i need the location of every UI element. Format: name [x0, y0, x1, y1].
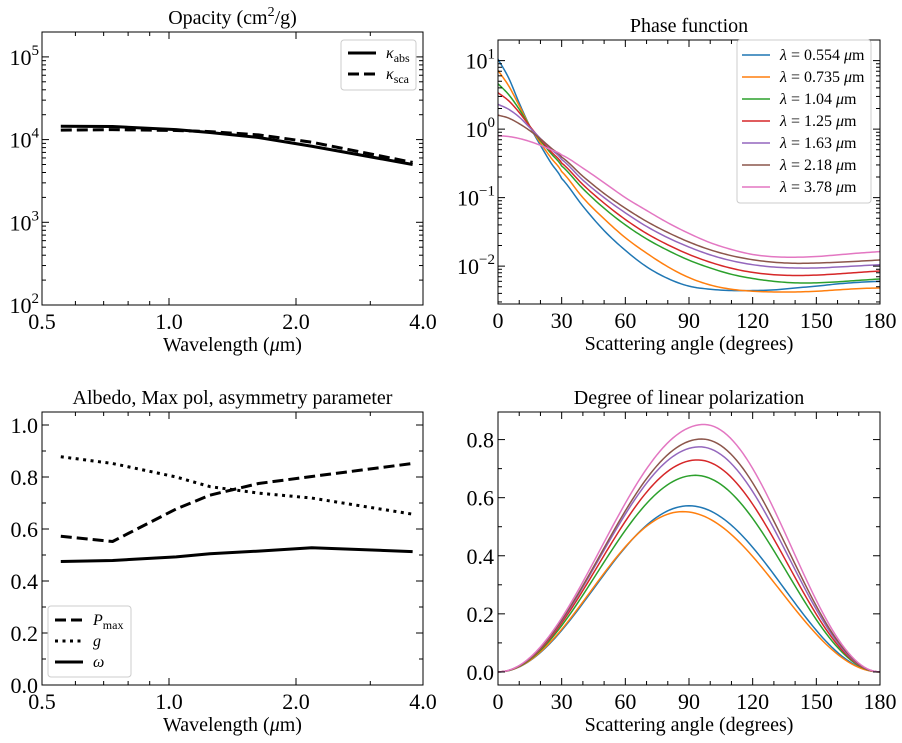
- x-tick-label: 1.0: [155, 309, 183, 334]
- legend-entry-2-label: g: [93, 633, 101, 650]
- legend-entry-2-label: λ = 0.735 μm: [779, 69, 865, 86]
- series-group: [498, 58, 880, 293]
- x-tick-label: 4.0: [409, 309, 437, 334]
- x-tick-label: 150: [800, 689, 833, 714]
- x-tick-label: 180: [864, 689, 897, 714]
- y-tick-label: 0.0: [467, 660, 495, 685]
- axes-frame: [41, 31, 424, 306]
- series-group: [498, 423, 880, 673]
- y-tick-label: 0.6: [467, 486, 495, 511]
- panel-1: 0.5 1.0 2.0 4.0 102 103 104 105 Opacity (cm2/g) W…: [10, 5, 437, 356]
- y-tick-label: 0.2: [11, 621, 39, 646]
- x-tick-label: 180: [864, 308, 897, 333]
- y-tick-label: 0.4: [11, 569, 39, 594]
- polarization-curve-7: [498, 423, 880, 673]
- x-tick-label: 90: [678, 308, 700, 333]
- x-tick-label: 2.0: [282, 689, 310, 714]
- x-tick-label: 1.0: [155, 689, 183, 714]
- legend: λ = 0.554 μm λ = 0.735 μm λ = 1.04 μm λ = 1…: [736, 39, 872, 204]
- polarization-curve-6: [498, 438, 880, 673]
- axes-frame: [41, 411, 424, 686]
- polarization-curve-2: [498, 510, 880, 673]
- y-tick-label: 102: [10, 291, 40, 318]
- x-tick-label: 0.5: [28, 689, 56, 714]
- legend-entry-6-label: λ = 2.18 μm: [779, 157, 857, 174]
- x-tick-label: 30: [551, 308, 573, 333]
- legend-entry-7-label: λ = 3.78 μm: [779, 179, 857, 196]
- x-tick-label: 120: [736, 308, 769, 333]
- legend-entry-1-label: κabs: [386, 45, 410, 65]
- x-tick-label: 60: [614, 308, 636, 333]
- panel-4: 0 30 60 90 120 150 180 0.0 0.2 0.4 0.6 0.8 Degree of…: [467, 387, 897, 736]
- y-tick-label: 1.0: [11, 413, 39, 438]
- legend-entry-1-label: λ = 0.554 μm: [779, 47, 865, 64]
- x-tick-label: 90: [678, 689, 700, 714]
- tick-marks: [41, 31, 424, 306]
- polarization-curve-4: [498, 459, 880, 673]
- y-tick-label: 0.4: [467, 544, 495, 569]
- y-tick-label: 0.0: [11, 673, 39, 698]
- series-line-1: [60, 461, 413, 543]
- series-group: [60, 455, 413, 563]
- tick-marks: [497, 412, 881, 685]
- y-tick-label: 105: [10, 43, 40, 70]
- x-tick-label: 4.0: [409, 689, 437, 714]
- y-tick-label: 0.8: [467, 428, 495, 453]
- x-tick-label: 0.5: [28, 309, 56, 334]
- legend-entry-5-label: λ = 1.63 μm: [779, 135, 857, 152]
- y-tick-label: 10−2: [457, 252, 495, 279]
- x-tick-label: 60: [614, 689, 636, 714]
- y-tick-label: 104: [10, 126, 40, 153]
- x-tick-label: 0: [493, 308, 504, 333]
- x-axis-label: Wavelength (μm): [163, 714, 302, 736]
- x-tick-label: 150: [800, 308, 833, 333]
- tick-marks: [41, 412, 424, 686]
- legend-entry-4-label: λ = 1.25 μm: [779, 113, 857, 130]
- x-axis-label: Scattering angle (degrees): [585, 333, 794, 355]
- legend-entry-3-label: λ = 1.04 μm: [779, 91, 857, 108]
- series-group: [60, 124, 413, 166]
- x-tick-label: 2.0: [282, 309, 310, 334]
- panel-2: 0 30 60 90 120 150 180 10−2 10−1 100 101 Phase func…: [457, 15, 896, 355]
- x-tick-label: 0: [493, 689, 504, 714]
- x-tick-label: 120: [736, 689, 769, 714]
- series-line-2: [60, 128, 413, 164]
- panel-title: Phase function: [630, 15, 748, 37]
- x-axis-label: Wavelength (μm): [163, 334, 302, 356]
- panel-title: Opacity (cm2/g): [168, 5, 297, 29]
- y-tick-label: 100: [466, 115, 496, 142]
- legend-box: [736, 39, 872, 204]
- legend-entry-3-label: ω: [93, 654, 104, 671]
- series-line-3: [60, 546, 413, 563]
- x-axis-label: Scattering angle (degrees): [585, 714, 794, 736]
- panel-title: Degree of linear polarization: [574, 387, 804, 409]
- panel-3: 0.5 1.0 2.0 4.0 0.0 0.2 0.4 0.6 0.8 1.0 Albedo, Ma…: [11, 387, 437, 736]
- series-line-1: [60, 124, 413, 166]
- series-line-6: [498, 114, 880, 265]
- x-tick-label: 30: [551, 689, 573, 714]
- series-line-5: [498, 103, 880, 269]
- series-line-2: [60, 455, 413, 516]
- y-tick-label: 101: [466, 47, 496, 74]
- polarization-curve-1: [498, 505, 880, 673]
- y-tick-label: 0.8: [11, 465, 39, 490]
- y-tick-label: 10−1: [457, 184, 495, 211]
- y-tick-label: 103: [10, 208, 40, 235]
- y-tick-label: 0.2: [467, 602, 495, 627]
- axes-frame: [497, 411, 881, 686]
- legend-entry-2-label: κsca: [386, 66, 410, 86]
- legend-box: [47, 605, 132, 678]
- panel-title: Albedo, Max pol, asymmetry parameter: [73, 387, 393, 409]
- y-tick-label: 0.6: [11, 517, 39, 542]
- series-line-7: [498, 135, 880, 258]
- polarization-curve-3: [498, 474, 880, 673]
- legend-entry-1-label: Pmax: [92, 612, 123, 632]
